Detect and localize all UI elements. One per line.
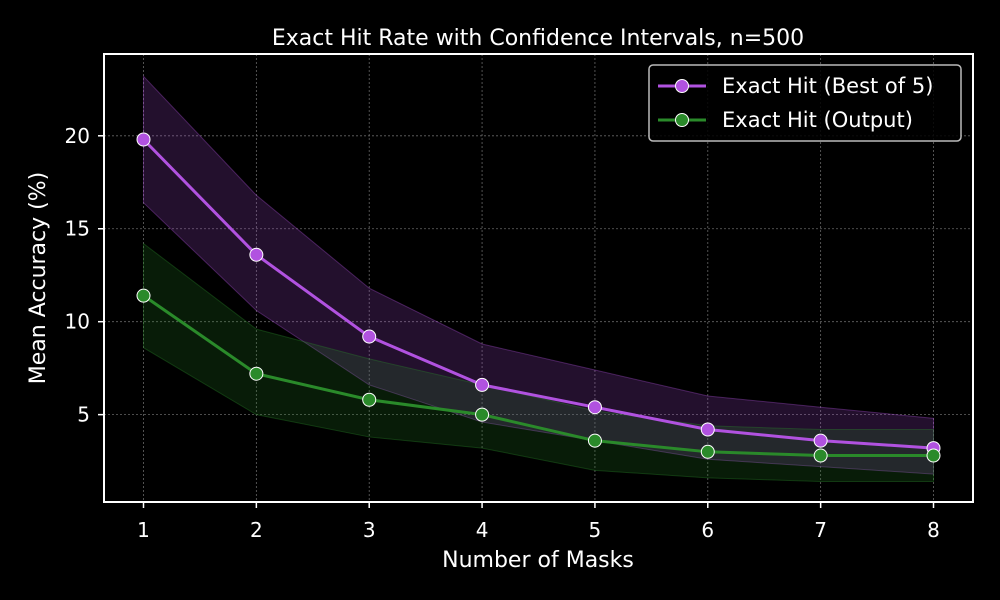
data-point xyxy=(475,407,490,422)
x-axis-ticks: 1 2 3 4 5 6 7 8 xyxy=(137,502,940,542)
legend: Exact Hit (Best of 5) Exact Hit (Output) xyxy=(648,64,962,142)
y-tick-label: 15 xyxy=(65,217,90,241)
data-points xyxy=(136,132,941,463)
y-tick-label: 20 xyxy=(65,124,90,148)
x-tick-label: 8 xyxy=(927,518,940,542)
y-axis-ticks: 5 10 15 20 xyxy=(65,124,104,427)
data-point xyxy=(813,433,828,448)
data-point xyxy=(249,366,264,381)
x-tick-label: 6 xyxy=(701,518,714,542)
legend-box xyxy=(648,64,962,142)
x-tick-label: 4 xyxy=(476,518,489,542)
grid xyxy=(104,54,973,502)
data-point xyxy=(136,132,151,147)
data-point xyxy=(249,247,264,262)
x-tick-label: 1 xyxy=(137,518,150,542)
plot-frame xyxy=(103,53,974,503)
data-point xyxy=(813,448,828,463)
y-tick-label: 10 xyxy=(65,310,90,334)
x-axis-label: Number of Masks xyxy=(442,548,634,573)
data-point xyxy=(700,444,715,459)
series-line-2 xyxy=(142,294,934,458)
chart-title: Exact Hit Rate with Confidence Intervals… xyxy=(272,26,804,51)
x-tick-label: 2 xyxy=(250,518,263,542)
x-tick-label: 3 xyxy=(363,518,376,542)
data-point xyxy=(362,392,377,407)
data-point xyxy=(700,422,715,437)
data-point xyxy=(587,400,602,415)
data-point xyxy=(136,288,151,303)
confidence-band-series-2 xyxy=(143,242,934,483)
legend-label: Exact Hit (Best of 5) xyxy=(722,74,933,98)
data-point xyxy=(587,433,602,448)
data-point xyxy=(926,448,941,463)
y-tick-label: 5 xyxy=(77,403,90,427)
legend-marker xyxy=(675,113,689,127)
legend-label: Exact Hit (Output) xyxy=(722,108,913,132)
data-point xyxy=(362,329,377,344)
x-tick-label: 5 xyxy=(589,518,602,542)
data-point xyxy=(475,377,490,392)
legend-marker xyxy=(675,79,689,93)
y-axis-label: Mean Accuracy (%) xyxy=(26,172,51,384)
x-tick-label: 7 xyxy=(814,518,827,542)
series-lines xyxy=(142,138,934,458)
series-line-1 xyxy=(142,138,934,450)
